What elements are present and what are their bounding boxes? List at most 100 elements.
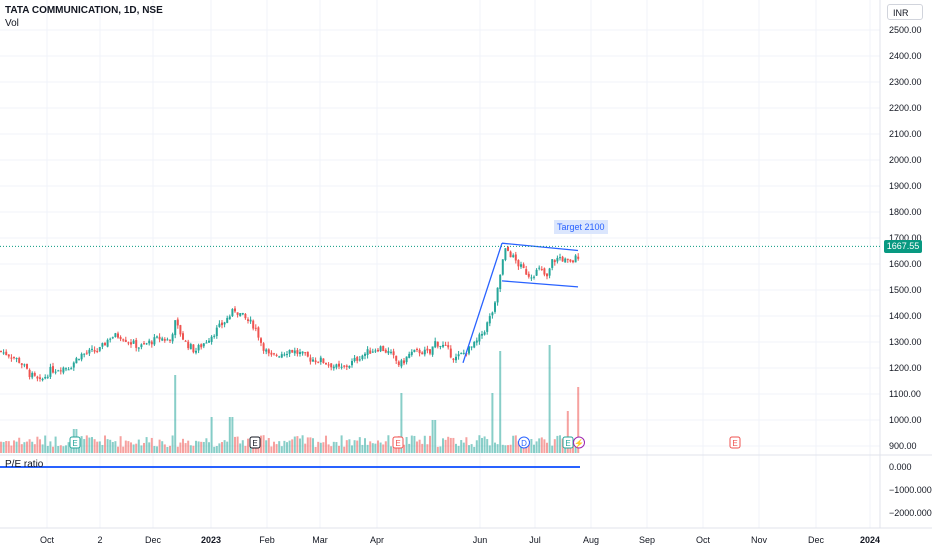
volume-bar bbox=[85, 435, 88, 453]
earnings-marker[interactable] bbox=[69, 436, 81, 449]
volume-bar bbox=[267, 437, 270, 453]
candle-body bbox=[444, 344, 447, 346]
volume-bar bbox=[533, 444, 535, 453]
volume-bar bbox=[270, 446, 273, 453]
volume-bar bbox=[306, 437, 309, 453]
candle-body bbox=[358, 359, 361, 361]
earnings-marker[interactable] bbox=[729, 436, 741, 449]
volume-bar bbox=[468, 445, 470, 453]
candle-body bbox=[403, 360, 405, 364]
volume-bar bbox=[153, 445, 156, 453]
volume-bar bbox=[31, 441, 34, 453]
candle-body bbox=[36, 376, 39, 379]
volume-bar bbox=[189, 445, 192, 453]
volume-bar bbox=[202, 441, 205, 453]
candle-body bbox=[208, 340, 210, 343]
volume-bar bbox=[566, 411, 569, 453]
volume-bar bbox=[348, 439, 351, 453]
volume-bar bbox=[504, 445, 507, 453]
candle-body bbox=[382, 345, 385, 352]
volume-bar bbox=[104, 435, 106, 453]
earnings-marker[interactable] bbox=[249, 436, 261, 449]
volume-bar bbox=[78, 446, 80, 453]
volume-bar bbox=[114, 441, 117, 453]
candle-body bbox=[473, 342, 476, 348]
candle-body bbox=[153, 337, 156, 345]
volume-bar bbox=[486, 439, 489, 453]
event-marker-label: E bbox=[72, 439, 77, 448]
candle-body bbox=[442, 344, 444, 347]
chart-title: TATA COMMUNICATION, 1D, NSE bbox=[5, 5, 163, 16]
volume-bar bbox=[210, 417, 213, 453]
candle-body bbox=[270, 352, 273, 355]
volume-bar bbox=[205, 438, 208, 453]
volume-bar bbox=[111, 441, 114, 453]
candle-body bbox=[176, 319, 179, 326]
x-tick-label: Jul bbox=[529, 535, 541, 545]
candle-body bbox=[387, 351, 390, 354]
candle-body bbox=[421, 352, 424, 355]
candle-body bbox=[507, 247, 509, 251]
currency-button[interactable]: INR bbox=[887, 4, 923, 20]
volume-bar bbox=[309, 437, 312, 453]
candle-body bbox=[416, 348, 418, 350]
candle-body bbox=[426, 348, 429, 351]
volume-bar bbox=[226, 441, 229, 453]
volume-bar bbox=[0, 441, 2, 453]
candle-body bbox=[371, 351, 374, 353]
volume-bar bbox=[286, 442, 288, 453]
earnings-marker[interactable] bbox=[392, 436, 404, 449]
flag-line-flagpole[interactable] bbox=[462, 242, 503, 364]
candle-body bbox=[517, 260, 520, 267]
volume-bar bbox=[163, 444, 166, 453]
volume-bar bbox=[254, 444, 257, 453]
candle-body bbox=[145, 343, 148, 345]
volume-bar bbox=[314, 446, 317, 453]
candle-body bbox=[312, 359, 314, 362]
candle-body bbox=[468, 346, 470, 354]
event-marker-label: E bbox=[252, 439, 257, 448]
candle-body bbox=[192, 344, 195, 353]
volume-bar bbox=[478, 435, 481, 453]
volume-bar bbox=[319, 442, 322, 453]
candle-body bbox=[319, 357, 322, 362]
volume-bar bbox=[275, 444, 278, 453]
candle-body bbox=[31, 372, 34, 378]
candle-body bbox=[39, 377, 41, 379]
pe-ratio-pane: 0.000 −1000.000 −2000.000 bbox=[0, 462, 932, 518]
candle-body bbox=[345, 365, 348, 367]
candle-body bbox=[249, 319, 252, 322]
candle-body bbox=[483, 332, 486, 335]
split-marker[interactable] bbox=[573, 436, 585, 449]
candle-body bbox=[556, 257, 559, 262]
candle-body bbox=[317, 361, 320, 363]
candle-body bbox=[278, 356, 281, 358]
candle-body bbox=[374, 350, 377, 352]
event-markers[interactable]: E E E D E ⚡ E bbox=[69, 436, 741, 449]
volume-bar bbox=[540, 437, 543, 453]
candle-body bbox=[137, 347, 140, 349]
candle-body bbox=[553, 260, 556, 263]
event-marker-label: E bbox=[395, 439, 400, 448]
candle-body bbox=[488, 316, 491, 324]
flag-line-flag_bottom[interactable] bbox=[501, 280, 579, 288]
candle-body bbox=[309, 357, 312, 362]
candle-body bbox=[244, 313, 247, 319]
candle-body bbox=[413, 349, 416, 353]
candle-body bbox=[67, 369, 70, 371]
y-tick-label: 1000.00 bbox=[889, 415, 922, 425]
dividend-marker[interactable] bbox=[518, 436, 530, 449]
volume-bar bbox=[338, 445, 340, 453]
candle-body bbox=[548, 268, 551, 276]
target-annotation[interactable]: Target 2100 bbox=[554, 220, 608, 234]
candle-body bbox=[457, 354, 460, 357]
volume-bar bbox=[353, 440, 356, 453]
volume-bar bbox=[101, 444, 104, 453]
volume-bar bbox=[340, 435, 343, 453]
candle-body bbox=[481, 333, 483, 336]
volume-bar bbox=[543, 439, 546, 453]
volume-bar bbox=[491, 393, 494, 453]
volume-bar bbox=[291, 439, 294, 453]
candle-body bbox=[343, 365, 346, 367]
